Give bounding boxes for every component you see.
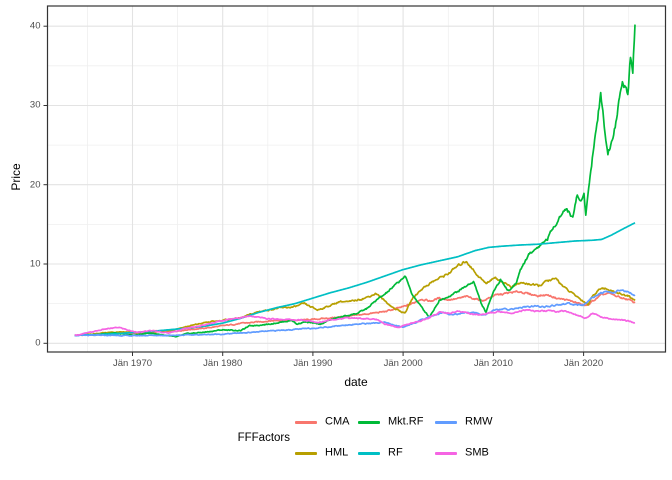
x-tick-label: Jän 2000 [383,358,423,369]
x-tick-label: Jän 2010 [473,358,513,369]
y-tick-label: 10 [29,258,41,270]
legend-label: Mkt.RF [388,415,424,428]
y-tick-label: 20 [29,178,41,190]
legend-key-line [358,420,380,424]
legend-key-line [295,451,317,455]
legend-title: FFFactors [237,432,290,444]
legend-label: SMB [465,446,489,459]
x-tick-label: Jän 1970 [112,358,153,369]
legend-label: RMW [465,415,493,428]
y-tick-label: 40 [29,20,41,32]
x-axis-title: date [344,375,368,389]
legend-label: RF [388,446,403,459]
legend-key-line [435,420,457,424]
legend-label: CMA [325,415,350,428]
y-tick-label: 0 [35,337,41,349]
x-tick-label: Jän 2020 [564,358,604,369]
legend-key-line [358,451,380,455]
x-tick-label: Jän 1980 [203,358,243,369]
y-tick-label: 30 [29,99,41,111]
legend-label: HML [325,446,349,459]
x-tick-label: Jän 1990 [293,358,333,369]
legend-key-line [435,451,457,455]
y-axis-title: Price [9,163,23,191]
legend-key-line [295,420,317,424]
